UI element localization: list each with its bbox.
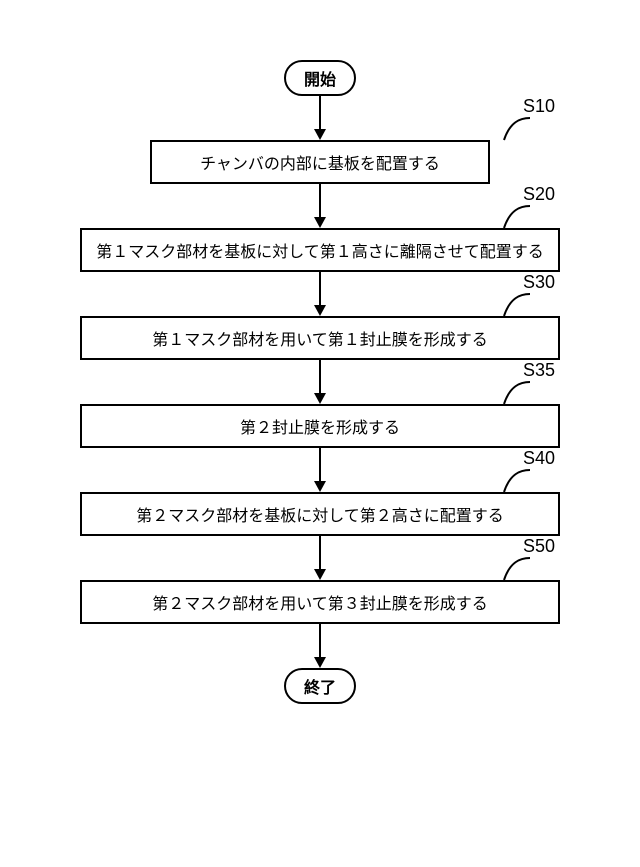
step-group: S50 第２マスク部材を用いて第３封止膜を形成する	[0, 536, 640, 624]
process-row: S50 第２マスク部材を用いて第３封止膜を形成する	[0, 580, 640, 624]
callout-curve-icon	[502, 204, 532, 230]
arrow-down-icon	[310, 448, 330, 492]
step-label: S35	[523, 360, 555, 381]
process-box: 第１マスク部材を用いて第１封止膜を形成する	[80, 316, 560, 360]
process-row: S30 第１マスク部材を用いて第１封止膜を形成する	[0, 316, 640, 360]
flowchart: 開始 S10 チャンバの内部に基板を配置する	[0, 60, 640, 704]
arrow-down-icon	[310, 360, 330, 404]
step-label: S20	[523, 184, 555, 205]
process-box: 第２封止膜を形成する	[80, 404, 560, 448]
step-label: S40	[523, 448, 555, 469]
process-box: チャンバの内部に基板を配置する	[150, 140, 490, 184]
arrow-down-icon	[310, 624, 330, 668]
process-row: S35 第２封止膜を形成する	[0, 404, 640, 448]
step-group: S40 第２マスク部材を基板に対して第２高さに配置する	[0, 448, 640, 536]
callout-curve-icon	[502, 556, 532, 582]
process-row: S40 第２マスク部材を基板に対して第２高さに配置する	[0, 492, 640, 536]
page: 開始 S10 チャンバの内部に基板を配置する	[0, 0, 640, 867]
process-row: S20 第１マスク部材を基板に対して第１高さに離隔させて配置する	[0, 228, 640, 272]
step-group: S30 第１マスク部材を用いて第１封止膜を形成する	[0, 272, 640, 360]
step-group: S35 第２封止膜を形成する	[0, 360, 640, 448]
process-row: S10 チャンバの内部に基板を配置する	[0, 140, 640, 184]
arrow-down-icon	[310, 272, 330, 316]
arrow-down-icon	[310, 96, 330, 140]
step-label: S50	[523, 536, 555, 557]
callout-curve-icon	[502, 468, 532, 494]
callout-curve-icon	[502, 116, 532, 142]
callout-curve-icon	[502, 292, 532, 318]
callout-curve-icon	[502, 380, 532, 406]
terminator-end: 終了	[284, 668, 356, 704]
process-box: 第１マスク部材を基板に対して第１高さに離隔させて配置する	[80, 228, 560, 272]
step-label: S30	[523, 272, 555, 293]
step-label: S10	[523, 96, 555, 117]
arrow-down-icon	[310, 184, 330, 228]
step-group: S20 第１マスク部材を基板に対して第１高さに離隔させて配置する	[0, 184, 640, 272]
arrow-down-icon	[310, 536, 330, 580]
process-box: 第２マスク部材を用いて第３封止膜を形成する	[80, 580, 560, 624]
step-group: S10 チャンバの内部に基板を配置する	[0, 96, 640, 184]
terminator-start: 開始	[284, 60, 356, 96]
process-box: 第２マスク部材を基板に対して第２高さに配置する	[80, 492, 560, 536]
